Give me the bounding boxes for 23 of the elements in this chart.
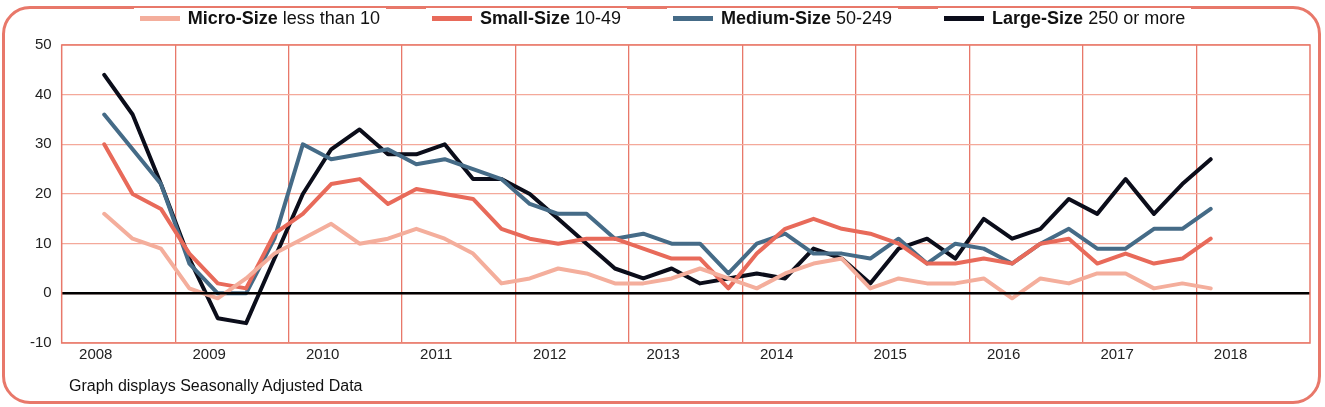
legend-label: Micro-Size less than 10 — [187, 8, 380, 29]
text: Graph displays Seasonally Adjusted Data — [69, 377, 363, 395]
x-tick-label: 2018 — [1213, 345, 1248, 363]
legend-label: Small-Size 10-49 — [479, 8, 622, 29]
legend-label: Large-Size 250 or more — [992, 8, 1186, 29]
y-tick-label: 30 — [34, 134, 52, 152]
x-tick-label: 2016 — [986, 345, 1021, 363]
y-tick-label: 0 — [43, 283, 52, 301]
x-tick-label: 2010 — [306, 345, 340, 363]
x-tick-label: 2011 — [420, 345, 453, 363]
y-tick-label: 20 — [34, 184, 52, 202]
x-tick-label: 2017 — [1100, 345, 1134, 363]
x-tick-label: 2012 — [532, 345, 567, 363]
y-tick-label: 40 — [34, 84, 52, 102]
y-tick-label: -10 — [29, 333, 52, 351]
x-tick-label: 2014 — [759, 345, 794, 363]
y-tick-label: 50 — [34, 35, 52, 53]
x-tick-label: 2009 — [192, 345, 226, 363]
y-tick-label: 10 — [34, 233, 52, 251]
x-tick-label: 2013 — [646, 345, 680, 363]
x-tick-label: 2015 — [873, 345, 907, 363]
x-tick-label: 2008 — [79, 345, 113, 363]
legend-label: Medium-Size 50-249 — [721, 8, 893, 29]
